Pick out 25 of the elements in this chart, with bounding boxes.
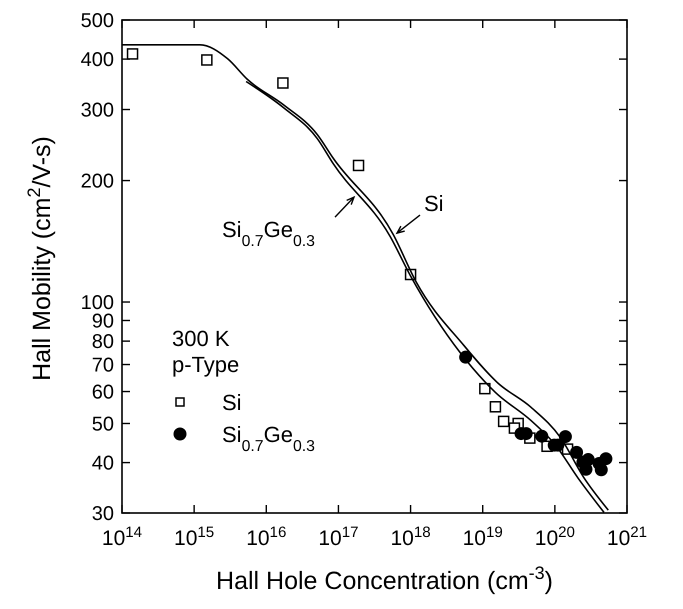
y-tick-label: 500: [80, 10, 114, 32]
x-tick-label: 10$^{17}$: [318, 524, 359, 550]
y-tick-label: 50: [92, 413, 114, 436]
x-tick-label: 10$^{21}$: [606, 524, 648, 550]
legend-label: Si$_{0.7}$Ge$_{0.3}$: [222, 422, 316, 454]
y-tick-label: 30: [92, 503, 114, 525]
x-tick-label: 10$^{15}$: [174, 524, 214, 550]
x-tick-label: 10$^{14}$: [102, 524, 142, 550]
x-tick-label: 10$^{20}$: [534, 524, 575, 550]
y-tick-label: 200: [80, 170, 114, 193]
x-tick-label: 10$^{16}$: [246, 524, 286, 550]
y-tick-label: 400: [80, 49, 114, 72]
y-tick-label: 70: [92, 354, 114, 377]
y-tick-label: 60: [92, 382, 114, 404]
y-tick-label: 40: [92, 452, 114, 475]
x-tick-label: 10$^{19}$: [462, 524, 503, 550]
text: Si$_{0.7}$Ge$_{0.3}$: [222, 217, 316, 250]
y-tick-label: 300: [80, 100, 114, 122]
y-tick-label: 80: [92, 331, 114, 354]
annotation: p-Type: [172, 352, 240, 377]
series-label: Si: [424, 191, 444, 216]
legend-label: Si: [222, 390, 242, 415]
x-axis-title: Hall Hole Concentration (cm$^{-3}$): [216, 563, 553, 595]
x-tick-label: 10$^{18}$: [390, 524, 431, 550]
annotation: 300 K: [172, 326, 230, 351]
